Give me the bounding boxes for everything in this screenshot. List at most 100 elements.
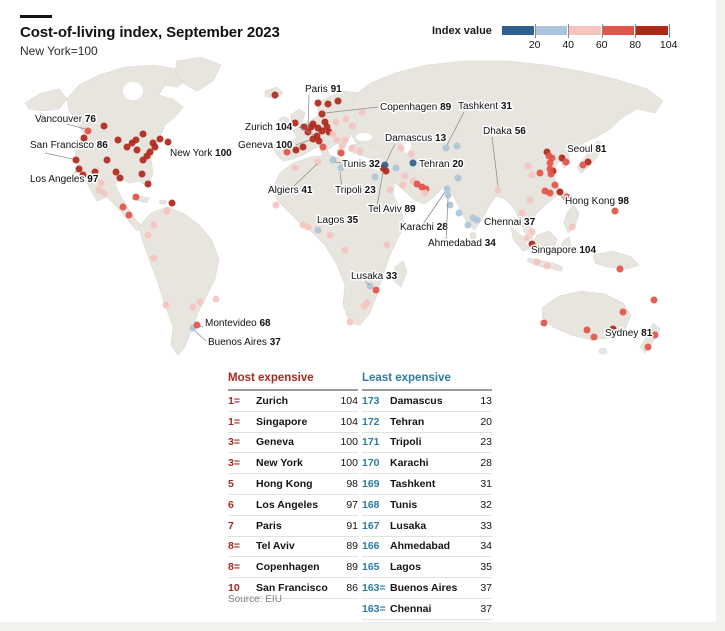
land-south-america xyxy=(138,206,220,356)
page-subtitle: New York=100 xyxy=(20,44,98,58)
table-row: 166 Ahmedabad 34 xyxy=(362,537,492,558)
city-dot xyxy=(454,174,462,182)
city-label: Algiers 41 xyxy=(268,185,313,196)
table-row: 173 Damascus 13 xyxy=(362,391,492,412)
city-dot xyxy=(473,216,481,224)
city-label: Montevideo 68 xyxy=(205,318,271,329)
city-dot xyxy=(139,130,147,138)
city-label: Lagos 35 xyxy=(317,215,359,226)
value-cell: 91 xyxy=(346,519,358,532)
rank-cell: 10 xyxy=(228,582,240,595)
rank-cell: 1= xyxy=(228,415,240,428)
city-dot xyxy=(151,143,159,151)
rank-cell: 3= xyxy=(228,457,240,470)
city-dot xyxy=(533,258,541,266)
least-expensive-header-rule xyxy=(362,389,492,391)
legend-swatch xyxy=(501,26,534,35)
label-leader-line xyxy=(334,161,342,164)
city-dot xyxy=(397,144,405,152)
legend-swatch xyxy=(635,26,668,35)
city-dot xyxy=(292,146,300,154)
city-dot xyxy=(494,186,502,194)
value-cell: 104 xyxy=(340,415,358,428)
rank-cell: 169 xyxy=(362,478,380,491)
label-leader-line xyxy=(307,94,310,129)
label-leader-line xyxy=(339,171,343,190)
legend-tick xyxy=(534,24,536,38)
rank-cell: 170 xyxy=(362,457,380,470)
city-dot xyxy=(453,142,461,150)
city-dot xyxy=(138,170,146,178)
city-label: Buenos Aires 37 xyxy=(208,337,281,348)
city-dot xyxy=(144,231,152,239)
label-leader-line xyxy=(560,194,565,201)
city-label: Zurich 104 xyxy=(245,122,293,133)
page-title: Cost-of-living index, September 2023 xyxy=(20,24,280,41)
rank-cell: 6 xyxy=(228,498,234,511)
city-dot xyxy=(348,122,356,130)
city-dot xyxy=(546,159,554,167)
page-edge-bottom xyxy=(0,622,725,631)
city-dot xyxy=(611,207,619,215)
value-cell: 34 xyxy=(480,540,492,553)
legend-tick-label: 104 xyxy=(659,39,678,51)
city-dot xyxy=(455,209,463,217)
city-dot xyxy=(114,136,122,144)
least-expensive-rows: 173 Damascus 13 172 Tehran 20 171 Tripoli 23 170 K… xyxy=(362,391,492,620)
most-expensive-table: Most expensive 1= Zurich 104 1= Singapore 104… xyxy=(228,372,358,599)
city-dot xyxy=(103,156,111,164)
city-dot xyxy=(583,326,591,334)
label-leader-line xyxy=(324,106,379,114)
value-cell: 100 xyxy=(340,436,358,449)
city-dot xyxy=(528,171,536,179)
city-dot xyxy=(291,164,299,172)
least-expensive-table: Least expensive 173 Damascus 13 172 Tehran 20… xyxy=(362,372,492,620)
city-dot xyxy=(526,196,534,204)
city-dot xyxy=(329,156,337,164)
city-dot xyxy=(568,223,576,231)
land-madagascar xyxy=(393,260,408,288)
land-greenland xyxy=(174,56,222,92)
city-dot xyxy=(401,172,409,180)
label-leader-line xyxy=(291,163,318,189)
city-dot xyxy=(346,318,354,326)
city-label: Hong Kong 98 xyxy=(565,196,629,207)
city-cell: Singapore xyxy=(256,415,308,428)
city-label: Singapore 104 xyxy=(531,245,596,256)
city-dot xyxy=(304,223,312,231)
label-leader-line xyxy=(446,111,465,146)
city-dot xyxy=(342,115,350,123)
city-cell: New York xyxy=(256,457,303,470)
city-label: Los Angeles 97 xyxy=(30,174,99,185)
land-alaska xyxy=(24,88,68,112)
label-leader-line xyxy=(376,171,384,208)
city-dot xyxy=(139,156,147,164)
table-row: 8= Tel Aviv 89 xyxy=(228,537,358,558)
city-dot xyxy=(386,186,394,194)
city-dot xyxy=(95,186,103,194)
city-dot xyxy=(319,143,327,151)
city-cell: Tashkent xyxy=(390,478,436,491)
city-label: Seoul 81 xyxy=(567,144,607,155)
legend-swatch xyxy=(535,26,568,35)
city-dot xyxy=(79,171,87,179)
city-dot xyxy=(97,179,105,187)
city-dot xyxy=(348,144,356,152)
city-label: Chennai 37 xyxy=(484,217,536,228)
rank-cell: 5 xyxy=(228,478,234,491)
city-label: Ahmedabad 34 xyxy=(428,238,496,249)
legend-tick xyxy=(668,24,670,38)
legend-tick xyxy=(568,24,570,38)
value-cell: 89 xyxy=(346,540,358,553)
label-leader-line xyxy=(364,280,370,286)
value-cell: 89 xyxy=(346,561,358,574)
city-label: Tehran 20 xyxy=(419,159,464,170)
world-map: Vancouver 76 San Francisco 86 Los Angeles … xyxy=(15,55,710,370)
city-dot xyxy=(337,164,345,172)
value-cell: 32 xyxy=(480,498,492,511)
city-dot xyxy=(150,221,158,229)
city-dot xyxy=(329,130,337,138)
city-dot xyxy=(358,108,366,116)
city-dot xyxy=(91,168,99,176)
city-dot xyxy=(546,189,554,197)
